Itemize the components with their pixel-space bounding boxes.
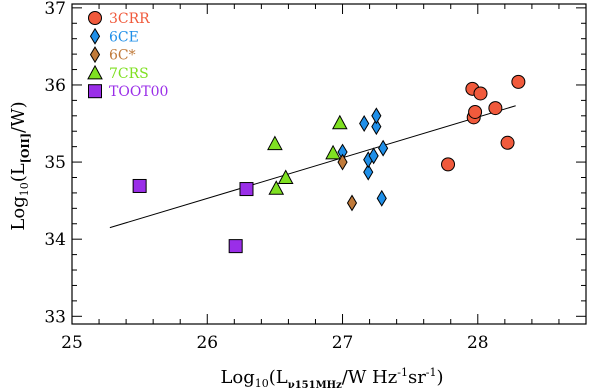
legend-label-6ce: 6CE — [109, 29, 139, 45]
point-3crr — [441, 157, 456, 172]
y-tick-label: 35 — [44, 153, 66, 173]
y-tick-label: 36 — [44, 76, 66, 96]
legend-marker-6c — [89, 46, 101, 64]
legend-label-3crr: 3CRR — [109, 11, 150, 27]
point-7crs — [267, 135, 283, 151]
point-toot00 — [239, 182, 254, 197]
y-tick-label: 37 — [44, 0, 66, 19]
fit-line-layer — [109, 105, 516, 229]
legend: 3CRR 6CE 6C* 7CRS TOOT00 — [87, 11, 168, 100]
point-toot00 — [132, 178, 147, 193]
point-6ce — [359, 115, 370, 132]
legend-marker-7crs — [87, 64, 103, 80]
y-tick-label: 34 — [44, 230, 66, 250]
point-6ce — [371, 107, 382, 125]
point-7crs — [277, 169, 294, 184]
data-points — [132, 74, 526, 254]
point-6ce — [368, 147, 379, 165]
plot-frame — [71, 3, 587, 325]
point-3crr — [473, 86, 488, 101]
legend-marker-3crr — [88, 11, 102, 25]
fit-line — [109, 105, 516, 229]
point-6ce — [378, 139, 389, 157]
y-tick-label: 33 — [44, 307, 66, 327]
point-7crs — [331, 114, 348, 130]
point-6ce — [376, 189, 387, 207]
axis-ticks: 25 26 27 28 33 34 35 36 37 — [44, 0, 587, 353]
point-7crs — [268, 180, 285, 195]
point-3crr — [511, 74, 526, 89]
y-axis-title: Log10(L[OII]/W) — [8, 101, 32, 230]
point-6c — [346, 194, 358, 212]
point-7crs — [325, 144, 341, 160]
legend-marker-6ce — [89, 27, 101, 45]
plot-border — [71, 3, 587, 325]
legend-label-7crs: 7CRS — [109, 66, 149, 82]
x-tick-label: 28 — [467, 333, 489, 353]
point-6ce — [363, 163, 374, 181]
legend-marker-toot00 — [88, 84, 102, 99]
point-3crr — [500, 135, 515, 150]
legend-label-6c: 6C* — [109, 48, 136, 64]
point-3crr — [468, 104, 483, 119]
x-tick-label: 27 — [332, 333, 354, 353]
x-axis-title: Log10(Lν151MHz/W Hz-1sr-1) — [220, 366, 443, 391]
point-3crr — [488, 101, 503, 116]
x-tick-label: 25 — [61, 333, 83, 353]
point-toot00 — [228, 239, 243, 254]
point-6ce — [371, 118, 382, 136]
legend-label-toot00: TOOT00 — [109, 84, 168, 100]
x-tick-label: 26 — [196, 333, 218, 353]
